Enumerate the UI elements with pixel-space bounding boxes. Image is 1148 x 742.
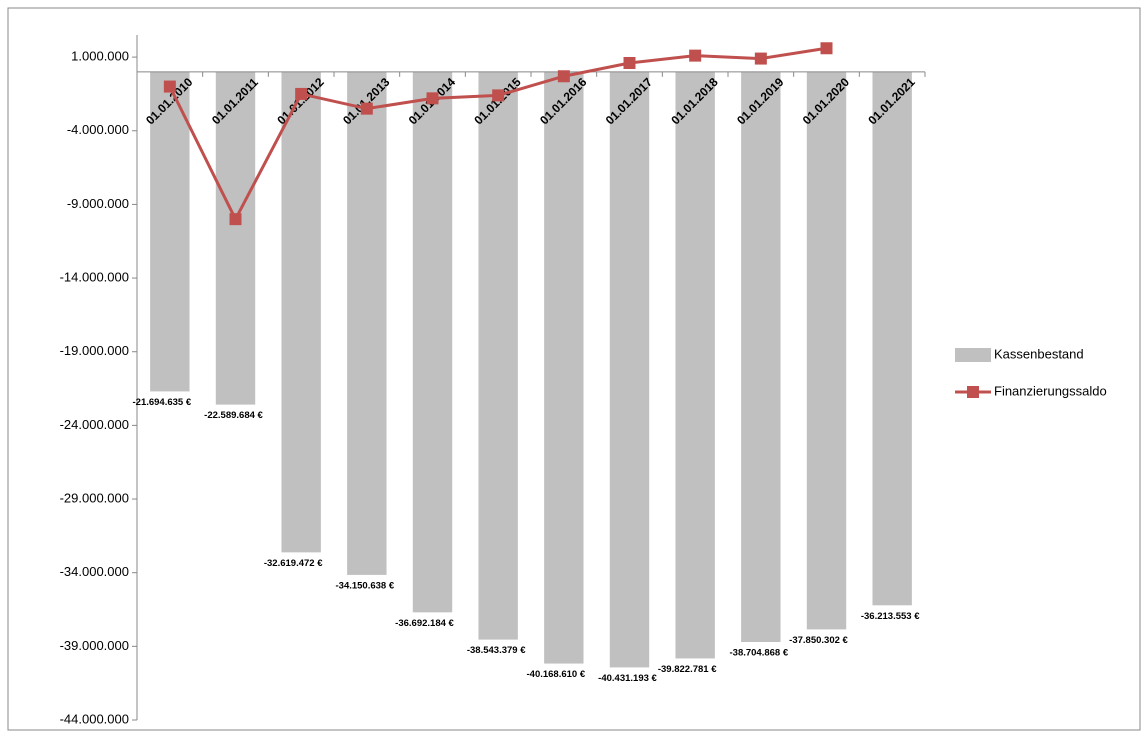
y-tick-label: -34.000.000	[60, 564, 129, 579]
y-tick-label: -4.000.000	[67, 122, 129, 137]
bar	[806, 71, 847, 630]
line-marker	[689, 49, 702, 62]
bar-value-label: -36.692.184 €	[395, 618, 454, 629]
line-marker	[360, 102, 373, 115]
line-marker	[426, 92, 439, 105]
bar-value-label: -38.704.868 €	[730, 648, 789, 659]
line-marker	[623, 56, 636, 69]
bar-value-label: -36.213.553 €	[861, 611, 920, 622]
bar	[478, 71, 518, 640]
y-tick-label: -24.000.000	[60, 417, 129, 432]
line-marker	[295, 87, 308, 100]
bar-value-label: -34.150.638 €	[336, 580, 395, 591]
y-tick-label: -44.000.000	[60, 711, 129, 726]
y-tick-label: 1.000.000	[71, 49, 129, 64]
bar-value-label: -22.589.684 €	[204, 410, 263, 421]
y-tick-label: -29.000.000	[60, 490, 129, 505]
line-marker	[820, 42, 833, 55]
legend-label: Kassenbestand	[994, 346, 1084, 361]
bar	[609, 71, 650, 668]
y-tick-label: -19.000.000	[60, 343, 129, 358]
bar-value-label: -40.168.610 €	[527, 669, 586, 680]
legend-swatch	[967, 386, 979, 398]
bar	[741, 71, 781, 642]
y-tick-label: -14.000.000	[60, 270, 129, 285]
bar	[872, 71, 912, 606]
legend-label: Finanzierungssaldo	[994, 383, 1107, 398]
bar	[544, 71, 584, 664]
line-marker	[754, 52, 767, 65]
line-marker	[492, 89, 505, 102]
line-marker	[229, 213, 242, 226]
bar	[215, 71, 256, 405]
bar	[347, 71, 387, 575]
bar-value-label: -32.619.472 €	[264, 558, 323, 569]
bar-value-label: -21.694.635 €	[133, 397, 192, 408]
bar-value-label: -39.822.781 €	[658, 664, 717, 675]
bar	[675, 71, 715, 659]
bar-value-label: -37.850.302 €	[789, 635, 848, 646]
line-marker	[163, 80, 176, 93]
bar	[150, 71, 190, 392]
line-marker	[557, 70, 570, 83]
y-tick-label: -9.000.000	[67, 196, 129, 211]
legend-swatch	[955, 348, 991, 362]
bar-value-label: -38.543.379 €	[467, 645, 526, 656]
bar	[412, 71, 453, 613]
y-tick-label: -39.000.000	[60, 638, 129, 653]
bar	[281, 71, 321, 553]
bar-value-label: -40.431.193 €	[598, 673, 657, 684]
